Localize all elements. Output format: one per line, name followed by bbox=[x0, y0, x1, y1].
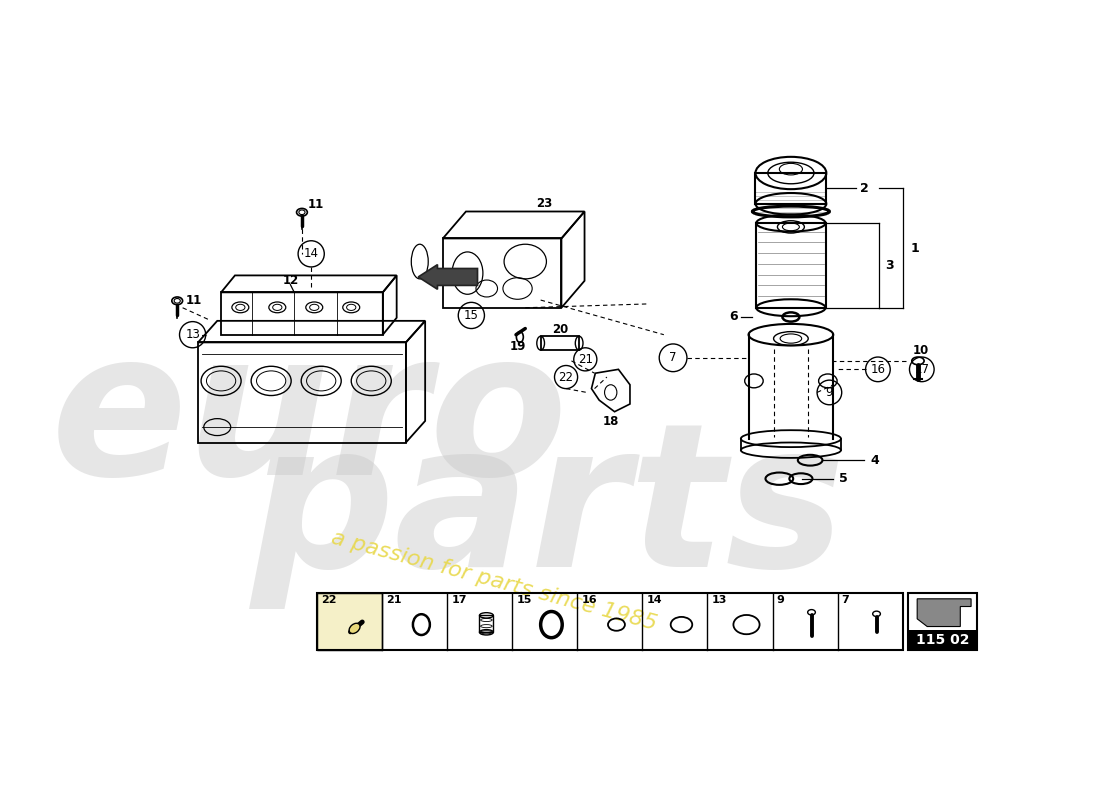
Text: 9: 9 bbox=[826, 386, 833, 399]
Bar bbox=[480, 615, 493, 632]
Text: 18: 18 bbox=[603, 415, 619, 428]
Text: 12: 12 bbox=[283, 274, 298, 287]
Text: 14: 14 bbox=[304, 247, 319, 260]
Text: 11: 11 bbox=[308, 198, 323, 211]
Bar bbox=[318, 593, 383, 650]
Bar bbox=[318, 593, 902, 650]
Text: 4: 4 bbox=[870, 454, 879, 466]
Bar bbox=[908, 630, 977, 650]
Ellipse shape bbox=[546, 616, 558, 633]
Text: 6: 6 bbox=[729, 310, 737, 323]
Text: parts: parts bbox=[251, 414, 846, 610]
Text: 3: 3 bbox=[886, 259, 894, 272]
Text: 115 02: 115 02 bbox=[916, 634, 969, 647]
Text: 16: 16 bbox=[870, 363, 886, 376]
Text: 21: 21 bbox=[578, 353, 593, 366]
Bar bbox=[318, 593, 383, 650]
Polygon shape bbox=[917, 599, 971, 626]
Text: 17: 17 bbox=[914, 363, 929, 376]
Text: 11: 11 bbox=[186, 294, 202, 306]
Text: 7: 7 bbox=[842, 594, 849, 605]
Ellipse shape bbox=[416, 618, 427, 632]
Text: 10: 10 bbox=[913, 344, 930, 357]
Text: 20: 20 bbox=[552, 323, 568, 336]
Bar bbox=[756, 173, 826, 204]
Text: 16: 16 bbox=[581, 594, 597, 605]
Text: 15: 15 bbox=[516, 594, 531, 605]
Bar bbox=[908, 593, 977, 650]
Text: 14: 14 bbox=[647, 594, 662, 605]
Ellipse shape bbox=[349, 623, 360, 634]
Text: 22: 22 bbox=[321, 594, 337, 605]
Text: 5: 5 bbox=[839, 472, 848, 485]
Text: a passion for parts since 1985: a passion for parts since 1985 bbox=[329, 528, 660, 634]
Bar bbox=[757, 223, 825, 308]
Text: 23: 23 bbox=[537, 198, 552, 210]
Text: 22: 22 bbox=[559, 370, 573, 383]
Text: 17: 17 bbox=[451, 594, 466, 605]
Text: 15: 15 bbox=[464, 309, 478, 322]
Text: 7: 7 bbox=[669, 351, 676, 364]
Text: 9: 9 bbox=[777, 594, 784, 605]
Text: 13: 13 bbox=[712, 594, 727, 605]
Text: 2: 2 bbox=[860, 182, 868, 195]
Text: 21: 21 bbox=[386, 594, 402, 605]
Text: 19: 19 bbox=[509, 340, 526, 353]
Text: 1: 1 bbox=[911, 242, 918, 254]
Text: 13: 13 bbox=[185, 328, 200, 341]
FancyArrow shape bbox=[418, 265, 477, 290]
Bar bbox=[541, 336, 580, 350]
Text: euro: euro bbox=[51, 322, 569, 517]
